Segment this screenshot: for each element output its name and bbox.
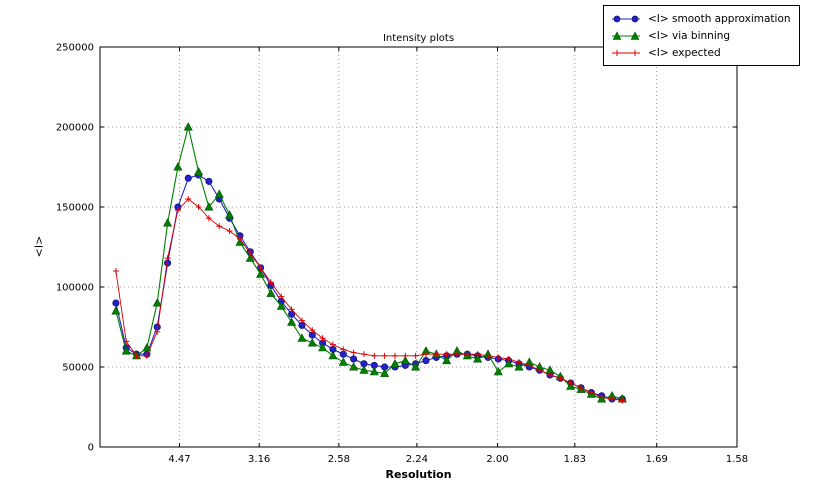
legend-marker-smooth-approximation-icon: [612, 15, 640, 22]
legend-item[interactable]: <I> expected: [610, 44, 791, 61]
legend: <I> smooth approximation <I> via binning…: [603, 5, 800, 66]
legend-label: <I> smooth approximation: [648, 12, 791, 25]
series-expected: [112, 196, 626, 404]
y-tick-label: 250000: [56, 43, 94, 54]
tick-labels: 4.47 3.16 2.58 2.24 2.00 1.83 1.69 1.58 0 50000 10…: [56, 43, 748, 466]
legend-label: <I> expected: [648, 46, 721, 59]
legend-marker-expected-icon: [612, 49, 640, 56]
x-tick-label: 3.16: [248, 454, 270, 465]
legend-marker-via-binning-icon: [612, 30, 640, 40]
legend-label: <I> via binning: [648, 29, 731, 42]
x-tick-label: 2.58: [328, 454, 350, 465]
y-axis-label: <I>: [32, 235, 46, 258]
gridlines: [100, 47, 737, 447]
x-tick-label: 4.47: [168, 454, 190, 465]
y-tick-label: 50000: [62, 363, 94, 374]
legend-item[interactable]: <I> smooth approximation: [610, 10, 791, 27]
x-tick-label: 1.69: [646, 454, 668, 465]
y-tick-label: 100000: [56, 283, 94, 294]
axes-border: [99, 46, 738, 448]
x-axis-label: Resolution: [385, 468, 452, 481]
chart-title: Intensity plots: [382, 33, 455, 44]
y-tick-label: 0: [88, 443, 94, 454]
x-tick-label: 2.00: [486, 454, 508, 465]
y-tick-label: 200000: [56, 123, 94, 134]
legend-item[interactable]: <I> via binning: [610, 27, 791, 44]
x-tick-label: 1.83: [564, 454, 586, 465]
x-tick-label: 1.58: [726, 454, 748, 465]
tick-marks: [100, 46, 738, 448]
y-tick-label: 150000: [56, 203, 94, 214]
x-tick-label: 2.24: [406, 454, 428, 465]
series-via-binning: [111, 122, 627, 403]
